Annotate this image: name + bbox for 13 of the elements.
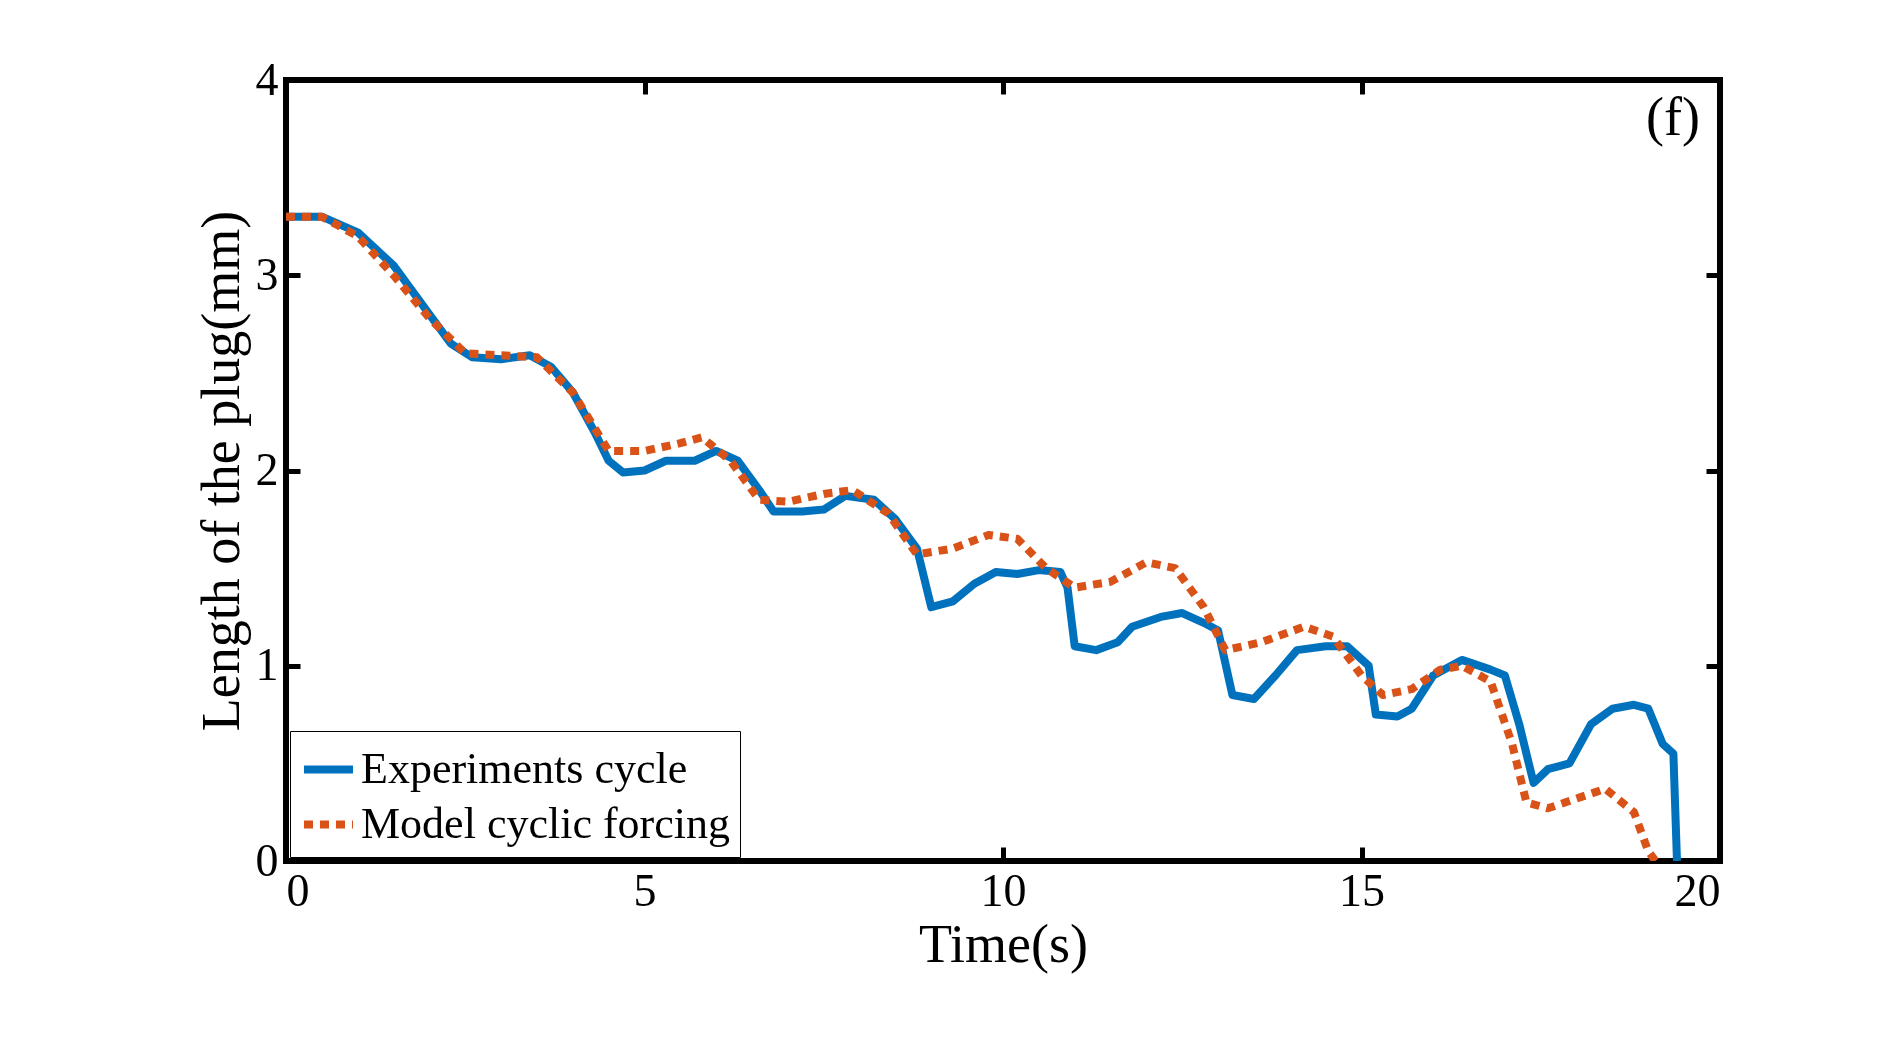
- annotation: (f): [1646, 87, 1700, 147]
- x-tick-label: 10: [980, 864, 1027, 916]
- x-tick-label: 15: [1339, 864, 1385, 916]
- legend-label: Model cyclic forcing: [361, 798, 730, 848]
- y-tick-label: 2: [255, 444, 279, 495]
- y-tick-label: 1: [255, 639, 279, 691]
- legend-label: Experiments cycle: [361, 743, 688, 793]
- y-axis-title: Length of the plug(mm): [190, 210, 251, 732]
- x-tick-label: 20: [1674, 864, 1721, 916]
- y-tick-label: 3: [255, 248, 279, 300]
- x-axis-title: Time(s): [918, 913, 1089, 974]
- x-tick-label: 5: [633, 864, 657, 916]
- y-tick-label: 4: [255, 53, 279, 105]
